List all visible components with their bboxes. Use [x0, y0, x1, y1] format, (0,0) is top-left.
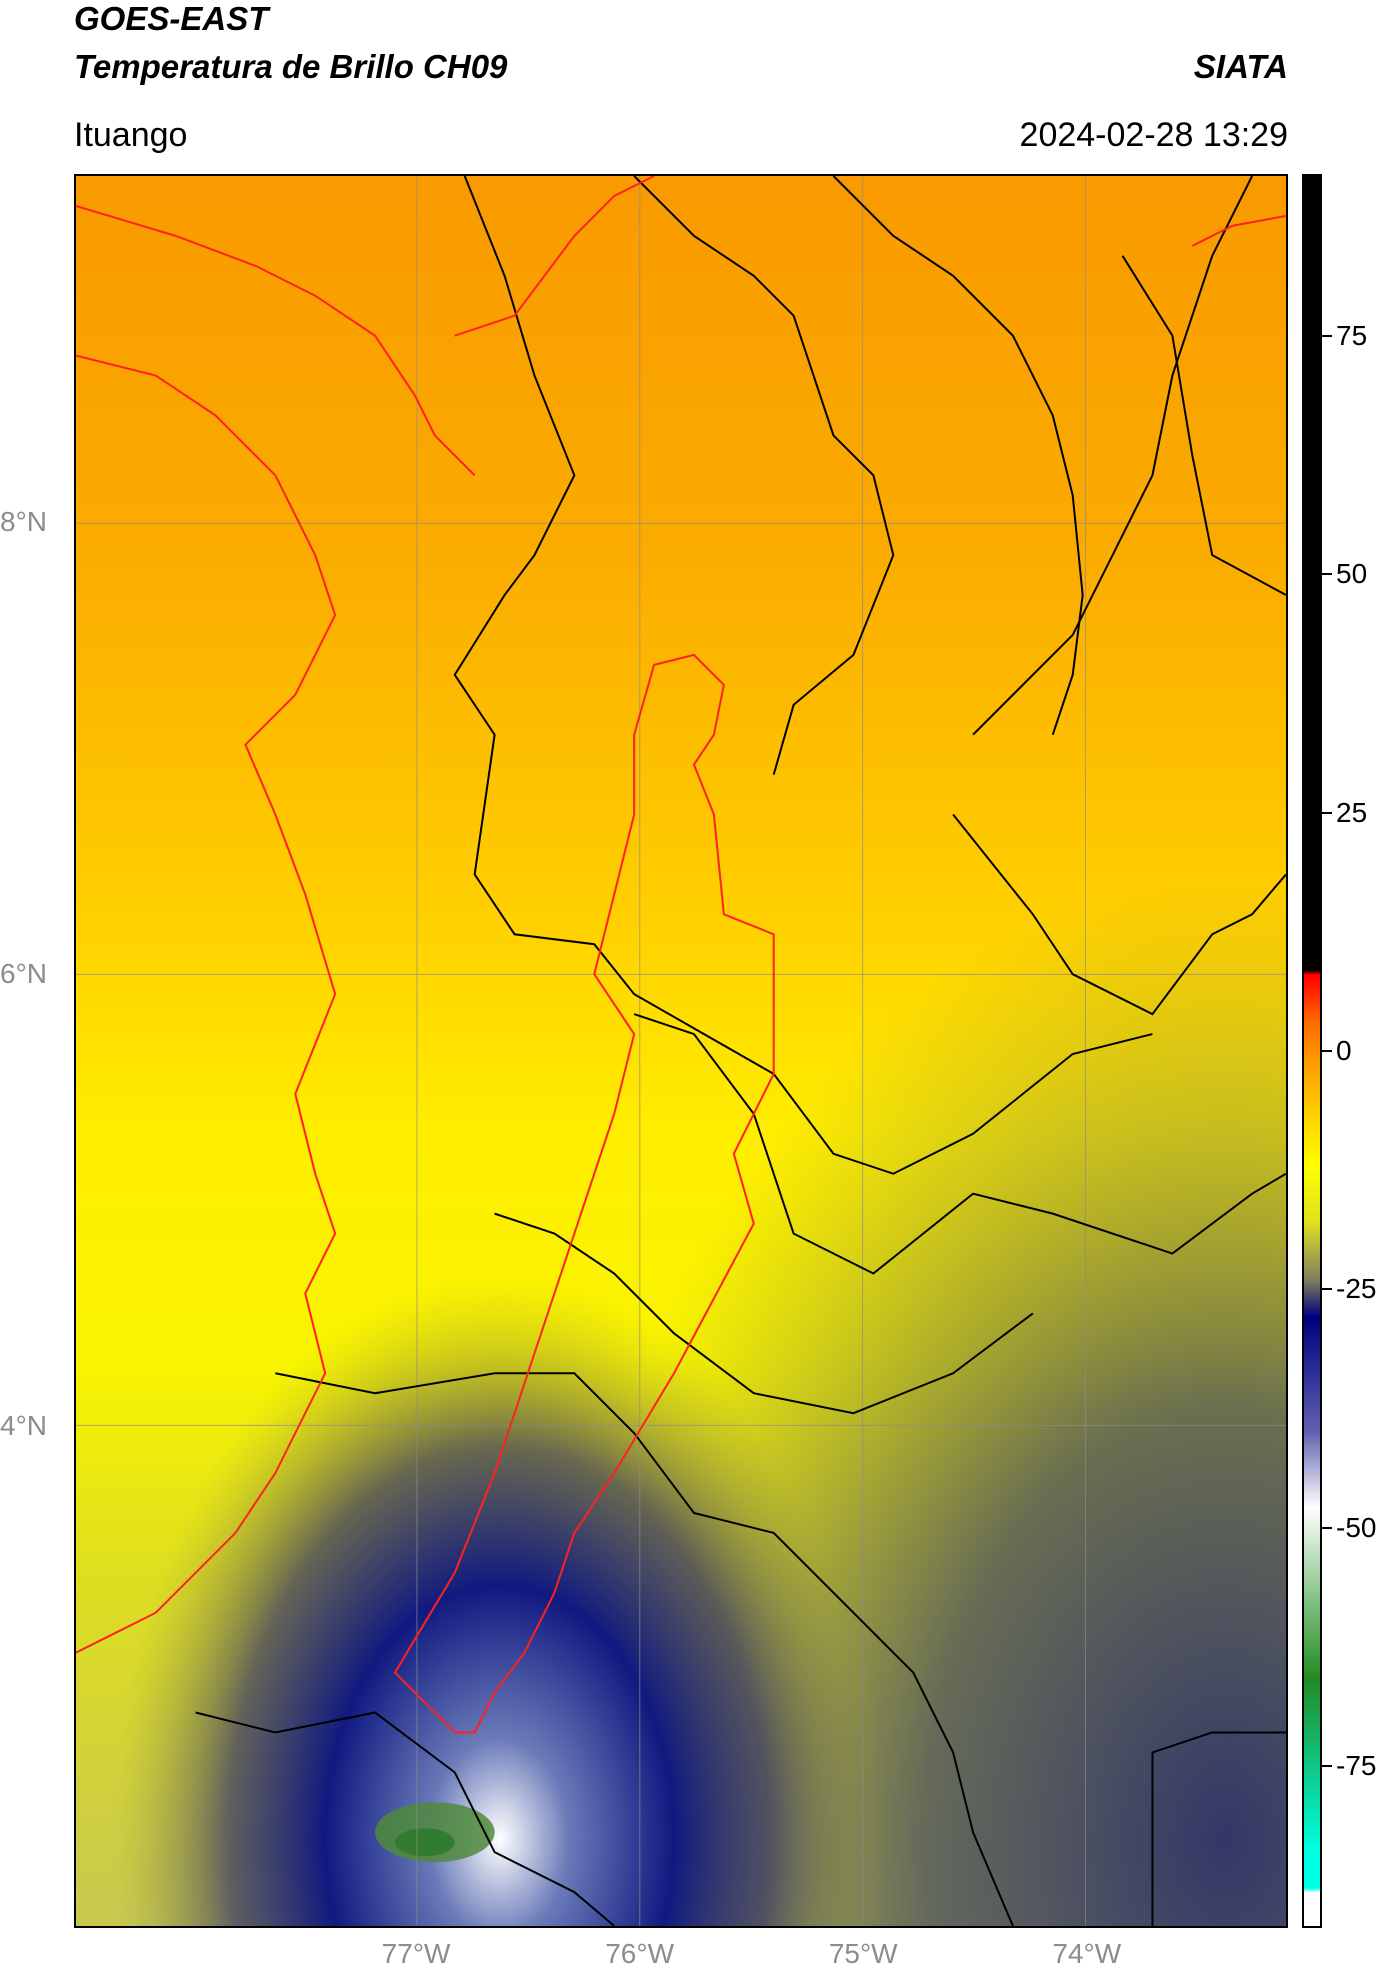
colorbar-tick	[1322, 1050, 1332, 1052]
longitude-label: 75°W	[828, 1938, 898, 1969]
department-boundary	[633, 176, 895, 775]
colorbar	[1302, 174, 1322, 1928]
department-boundary	[494, 1212, 1034, 1415]
longitude-label: 77°W	[381, 1938, 451, 1969]
product-title: Temperatura de Brillo CH09	[74, 48, 508, 85]
datetime-label: 2024-02-28 13:29	[1019, 116, 1288, 154]
department-boundary	[453, 176, 1153, 1175]
coastline	[76, 354, 337, 1654]
coastline	[1191, 214, 1286, 247]
latitude-label: 6°N	[0, 958, 47, 990]
colorbar-tick	[1322, 573, 1332, 576]
latitude-label: 8°N	[0, 506, 47, 538]
latitude-label: 4°N	[0, 1410, 47, 1442]
department-boundary	[1121, 255, 1286, 596]
colorbar-tick-label: 50	[1336, 558, 1368, 590]
longitude-label: 76°W	[605, 1938, 675, 1969]
colorbar-tick	[1322, 335, 1332, 338]
colorbar-tick	[1322, 1288, 1332, 1291]
department-boundary	[1152, 1731, 1286, 1754]
coastline	[454, 176, 655, 337]
colorbar-tick-label: 75	[1336, 320, 1368, 352]
region-label: Ituango	[74, 116, 188, 154]
coastline	[76, 204, 476, 477]
department-boundary	[275, 1372, 1014, 1926]
colorbar-tick-label: -50	[1336, 1511, 1377, 1543]
brightness-temperature-map	[76, 176, 1286, 1926]
department-boundary	[633, 1013, 1286, 1275]
colorbar-tick	[1322, 811, 1332, 814]
colorbar-tick	[1322, 1764, 1332, 1767]
department-boundary	[832, 176, 1084, 736]
department-boundary	[952, 813, 1286, 1016]
colorbar-tick-label: -75	[1336, 1749, 1377, 1781]
longitude-label: 74°W	[1052, 1938, 1122, 1969]
organization-label: SIATA	[1193, 48, 1288, 85]
satellite-title: GOES-EAST	[74, 0, 269, 37]
department-boundary	[972, 176, 1254, 736]
colorbar-tick-label: 25	[1336, 796, 1368, 828]
ituango-basin	[393, 653, 775, 1734]
colorbar-tick-label: -25	[1336, 1273, 1377, 1305]
colorbar-tick-label: 0	[1336, 1035, 1352, 1066]
colorbar-tick	[1322, 1526, 1332, 1529]
department-boundary	[195, 1711, 615, 1926]
map-panel[interactable]	[74, 174, 1288, 1928]
